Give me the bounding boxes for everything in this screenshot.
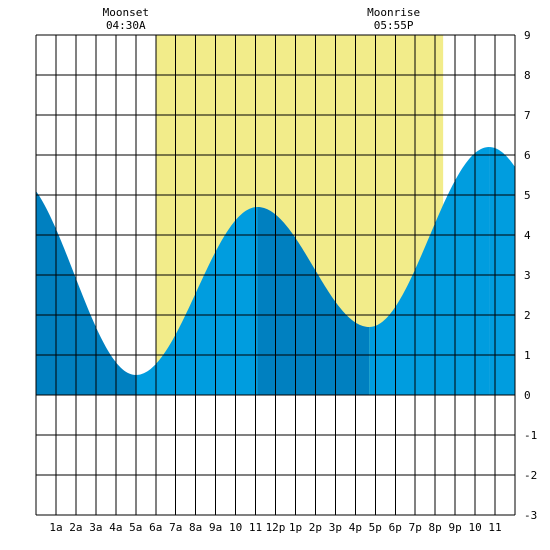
x-tick-label: 2a [69,521,82,534]
tide-segment-rising [36,191,136,395]
x-tick-label: 6p [389,521,402,534]
x-tick-label: 4a [109,521,122,534]
x-tick-label: 8p [429,521,442,534]
x-tick-label: 1p [289,521,302,534]
x-tick-label: 6a [149,521,162,534]
grid-layer [35,34,516,516]
y-tick-label: -1 [524,429,537,442]
x-tick-label: 2p [309,521,322,534]
y-tick-label: 8 [524,69,531,82]
x-tick-label: 10 [468,521,481,534]
y-tick-label: 2 [524,309,531,322]
x-tick-label: 3p [329,521,342,534]
x-tick-label: 8a [189,521,202,534]
x-tick-label: 10 [229,521,242,534]
tide-segment-falling [489,147,515,395]
y-tick-label: 3 [524,269,531,282]
y-tick-label: 4 [524,229,531,242]
tide-area-layer [36,147,515,395]
y-tick-label: 1 [524,349,531,362]
y-tick-label: -3 [524,509,537,522]
x-tick-label: 3a [89,521,102,534]
moonrise-label: Moonrise [367,6,420,19]
x-tick-label: 1a [49,521,62,534]
x-tick-label: 5p [369,521,382,534]
y-tick-label: -2 [524,469,537,482]
x-tick-label: 5a [129,521,142,534]
moonrise-time: 05:55P [374,19,414,32]
y-tick-label: 6 [524,149,531,162]
x-tick-label: 7p [409,521,422,534]
y-tick-label: 7 [524,109,531,122]
moonset-label: Moonset [103,6,149,19]
tide-segment-falling [369,147,490,395]
label-layer: 1a 2a 3a 4a 5a 6a 7a 8a 9a 10 11 12p 1p 2p 3p 4p 5p 6p 7p 8… [49,6,537,534]
x-tick-label: 11 [249,521,262,534]
x-tick-label: 11 [488,521,501,534]
y-tick-label: 9 [524,29,531,42]
tide-segment-rising [257,207,370,395]
tide-segment-falling [135,207,258,395]
x-tick-label: 9p [449,521,462,534]
x-tick-label: 9a [209,521,222,534]
x-tick-label: 12p [266,521,286,534]
x-tick-label: 7a [169,521,182,534]
y-tick-label: 5 [524,189,531,202]
y-tick-label: 0 [524,389,531,402]
x-tick-label: 4p [349,521,362,534]
moonset-time: 04:30A [106,19,146,32]
